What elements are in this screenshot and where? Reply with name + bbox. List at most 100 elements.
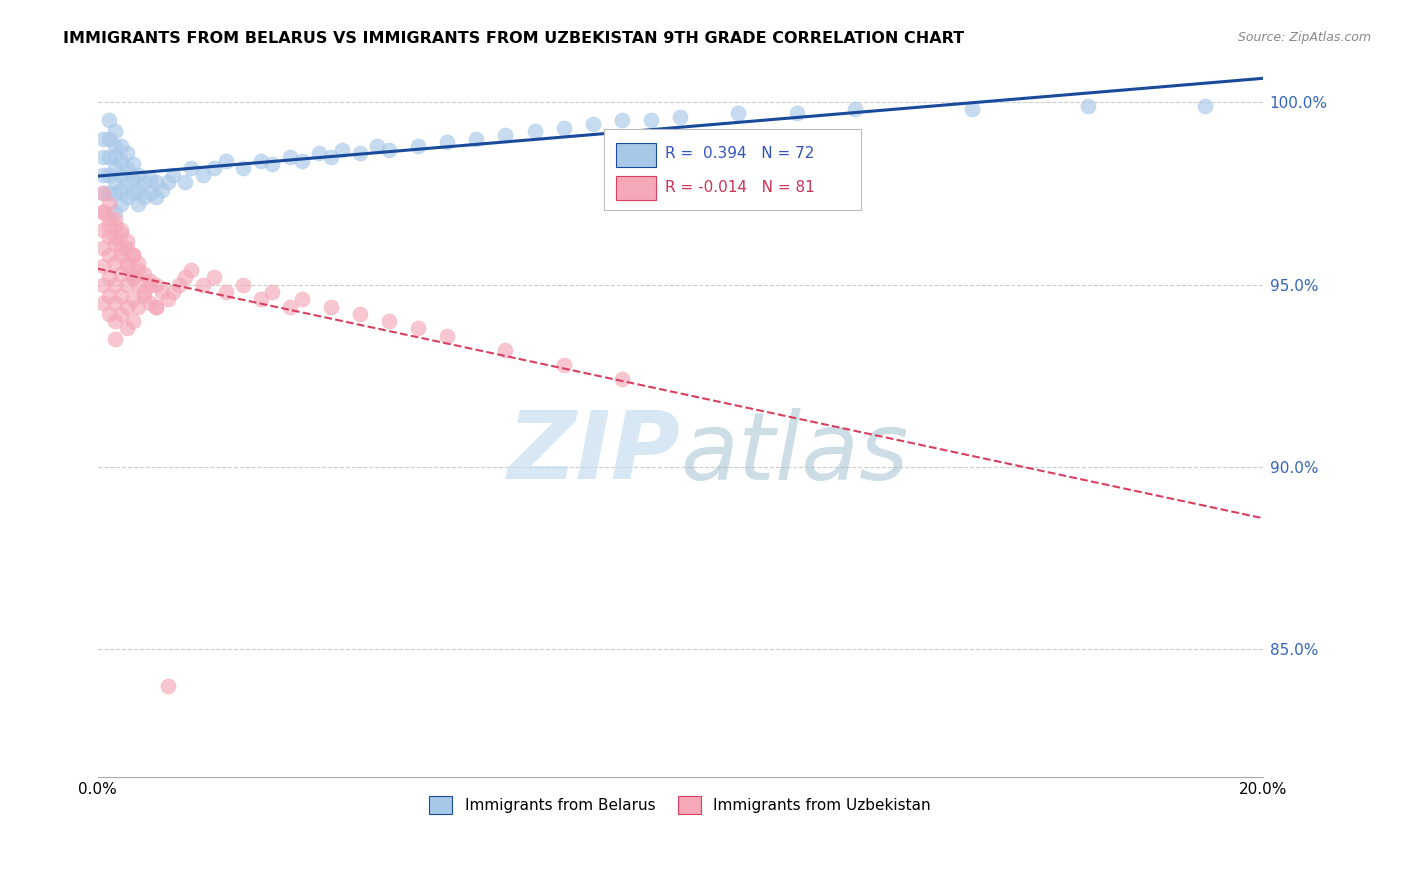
Point: [98, 288, 121, 302]
Point: [121, 270, 143, 285]
Point: [319, 300, 342, 314]
Point: [110, 223, 132, 237]
Point: [115, 161, 138, 175]
Point: [134, 288, 156, 302]
Point: [93, 131, 115, 145]
Point: [110, 288, 132, 302]
Point: [98, 211, 121, 226]
Point: [98, 197, 121, 211]
Point: [98, 113, 121, 128]
Point: [1077, 99, 1099, 113]
Point: [104, 237, 127, 252]
Point: [366, 139, 388, 153]
Point: [640, 113, 662, 128]
Point: [121, 270, 143, 285]
Point: [180, 263, 202, 277]
Point: [104, 277, 127, 292]
Point: [110, 307, 132, 321]
Point: [553, 120, 575, 135]
Point: [1194, 99, 1216, 113]
Point: [115, 260, 138, 274]
Point: [110, 241, 132, 255]
Point: [960, 103, 983, 117]
Text: R =  0.394   N = 72: R = 0.394 N = 72: [665, 146, 814, 161]
Point: [202, 161, 225, 175]
Point: [150, 285, 173, 299]
Point: [134, 176, 156, 190]
Point: [436, 328, 458, 343]
Point: [93, 204, 115, 219]
Point: [156, 292, 179, 306]
Point: [104, 161, 127, 175]
Text: IMMIGRANTS FROM BELARUS VS IMMIGRANTS FROM UZBEKISTAN 9TH GRADE CORRELATION CHAR: IMMIGRANTS FROM BELARUS VS IMMIGRANTS FR…: [63, 31, 965, 46]
Point: [110, 267, 132, 281]
Point: [98, 307, 121, 321]
Point: [162, 168, 184, 182]
Point: [290, 292, 312, 306]
Point: [232, 277, 254, 292]
Point: [378, 314, 401, 328]
Point: [145, 176, 167, 190]
Point: [191, 277, 214, 292]
Point: [110, 183, 132, 197]
Point: [115, 176, 138, 190]
Point: [134, 285, 156, 299]
Point: [104, 296, 127, 310]
Point: [553, 358, 575, 372]
Point: [406, 321, 429, 335]
Point: [127, 277, 149, 292]
Point: [115, 241, 138, 255]
Point: [104, 204, 127, 219]
Point: [104, 150, 127, 164]
Point: [110, 139, 132, 153]
Point: [727, 106, 749, 120]
Point: [127, 300, 149, 314]
Point: [93, 150, 115, 164]
Point: [249, 153, 271, 168]
Point: [150, 183, 173, 197]
Point: [139, 274, 162, 288]
Point: [98, 168, 121, 182]
Point: [121, 171, 143, 186]
Point: [262, 285, 284, 299]
Point: [121, 186, 143, 201]
Point: [104, 332, 127, 346]
Point: [669, 110, 692, 124]
Point: [115, 234, 138, 248]
Point: [145, 300, 167, 314]
Point: [127, 256, 149, 270]
Point: [98, 248, 121, 262]
Text: ZIP: ZIP: [508, 408, 681, 500]
Point: [523, 124, 546, 138]
Point: [349, 307, 371, 321]
Point: [98, 219, 121, 234]
Text: Source: ZipAtlas.com: Source: ZipAtlas.com: [1237, 31, 1371, 45]
Point: [93, 186, 115, 201]
Point: [121, 248, 143, 262]
Point: [98, 186, 121, 201]
Point: [610, 372, 633, 386]
Point: [93, 168, 115, 182]
Point: [494, 128, 516, 142]
Point: [115, 321, 138, 335]
Point: [180, 161, 202, 175]
Point: [465, 131, 488, 145]
Point: [98, 150, 121, 164]
Text: atlas: atlas: [681, 408, 908, 499]
Point: [174, 176, 197, 190]
Point: [249, 292, 271, 306]
Point: [110, 248, 132, 262]
Point: [127, 183, 149, 197]
Point: [104, 314, 127, 328]
Point: [786, 106, 808, 120]
Point: [436, 136, 458, 150]
Point: [156, 176, 179, 190]
Point: [93, 296, 115, 310]
Point: [330, 143, 353, 157]
Point: [494, 343, 516, 358]
Point: [156, 679, 179, 693]
Point: [134, 190, 156, 204]
Point: [93, 204, 115, 219]
Point: [378, 143, 401, 157]
Point: [115, 300, 138, 314]
